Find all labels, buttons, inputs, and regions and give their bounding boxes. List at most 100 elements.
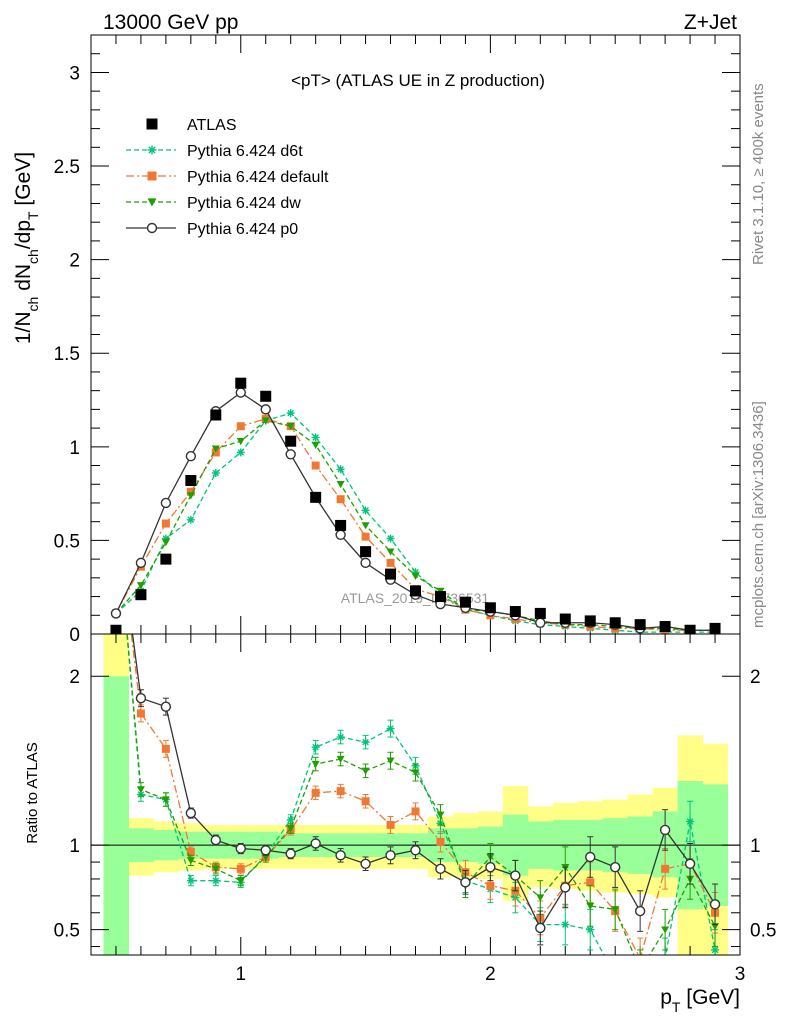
data-point: [110, 624, 122, 634]
ratio-data-point: [160, 701, 172, 712]
ratio-plot-panel: 0.5 0.5 1 1 2 2 1 2 3 Ratio to ATLAS pT [GeV]: [24, 503, 776, 1015]
ratio-data-point: [186, 847, 195, 856]
data-point: [110, 608, 122, 619]
ratio-y-tick-label-right: 0.5: [750, 921, 776, 942]
data-point: [261, 417, 270, 425]
ratio-data-point: [385, 850, 396, 861]
x-tick-label: 1: [235, 964, 246, 985]
header-process-label: Z+Jet: [684, 11, 737, 34]
main-y-tick-label: 0: [69, 625, 80, 646]
ratio-data-point: [436, 811, 445, 819]
mcplots-label: mcplots.cern.ch [arXiv:1306.3436]: [750, 401, 767, 628]
ratio-data-point: [210, 834, 222, 846]
data-point: [659, 621, 671, 633]
ratio-data-point: [709, 899, 721, 910]
data-point: [210, 409, 222, 421]
ratio-data-point: [410, 845, 421, 856]
main-y-tick-label: 0.5: [54, 531, 80, 552]
ratio-data-point: [236, 877, 245, 885]
header-energy-label: 13000 GeV pp: [103, 11, 238, 34]
data-point: [559, 613, 571, 625]
ratio-data-point: [361, 797, 370, 806]
data-point: [335, 519, 347, 531]
data-point: [285, 435, 297, 447]
data-point: [684, 624, 696, 634]
data-point: [360, 546, 372, 558]
ratio-data-point: [611, 906, 620, 914]
data-point: [161, 519, 170, 528]
data-point: [336, 481, 345, 489]
ratio-data-point: [336, 787, 345, 796]
main-y-tick-label: 3: [69, 63, 80, 84]
legend-item-atlas: ATLAS: [146, 117, 237, 134]
main-plot-title: <pT> (ATLAS UE in Z production): [291, 71, 545, 90]
ratio-data-point: [286, 815, 295, 824]
ratio-data-point: [136, 709, 145, 718]
data-point: [484, 602, 496, 614]
data-point: [135, 557, 147, 569]
data-point: [211, 445, 220, 453]
legend-item-pythia-6-424-p0: Pythia 6.424 p0: [126, 221, 298, 238]
ratio-data-point: [236, 864, 245, 873]
data-point: [260, 404, 271, 415]
ratio-data-point: [536, 894, 545, 902]
data-point: [411, 572, 420, 580]
legend-marker: [146, 118, 158, 130]
ratio-data-point: [586, 925, 595, 934]
data-point: [236, 448, 245, 457]
data-point: [459, 596, 471, 608]
x-tick-label: 3: [735, 964, 746, 985]
data-point: [609, 617, 621, 629]
ratio-data-point: [161, 744, 170, 753]
data-point: [186, 487, 195, 496]
data-point: [336, 465, 345, 474]
main-y-tick-label: 1: [69, 438, 80, 459]
data-point: [286, 409, 295, 418]
data-point: [285, 449, 296, 460]
data-point: [235, 377, 247, 389]
ratio-data-point: [111, 503, 120, 512]
legend-label: Pythia 6.424 p0: [187, 221, 298, 238]
ratio-data-point: [361, 738, 370, 747]
data-point: [336, 495, 345, 504]
ratio-data-point: [260, 845, 271, 856]
data-point: [310, 491, 322, 503]
ratio-data-point: [185, 807, 197, 819]
ratio-data-point: [112, 503, 120, 511]
data-point: [186, 492, 195, 500]
ratio-y-tick-label-right: 2: [750, 667, 761, 688]
ratio-data-point: [186, 857, 195, 865]
data-point: [534, 607, 546, 619]
ratio-y-axis-label: Ratio to ATLAS: [24, 742, 41, 843]
data-point: [236, 437, 245, 446]
data-point: [509, 606, 521, 618]
ratio-y-tick-label-right: 1: [750, 836, 761, 857]
ratio-data-point: [586, 878, 595, 887]
ratio-data-point: [235, 843, 246, 854]
ratio-band-total-uncertainty: [103, 634, 729, 955]
data-point: [385, 568, 397, 580]
data-point: [186, 515, 195, 524]
main-y-tick-label: 1.5: [54, 344, 80, 365]
ratio-data-point: [336, 755, 345, 764]
data-point: [386, 534, 395, 543]
series-pythia-6-424-p0: [110, 387, 721, 634]
data-point: [135, 589, 147, 601]
ratio-data-point: [510, 870, 521, 881]
ratio-data-point: [486, 881, 495, 890]
data-point: [709, 622, 721, 634]
ratio-data-point: [112, 503, 120, 511]
ratio-data-point: [661, 926, 670, 934]
legend-item-pythia-6-424-default: Pythia 6.424 default: [126, 169, 329, 186]
ratio-data-point: [460, 877, 471, 888]
x-axis-label: pT [GeV]: [660, 986, 740, 1015]
ratio-data-point: [136, 786, 145, 794]
ratio-data-point: [485, 861, 496, 873]
ratio-data-point: [311, 743, 320, 752]
ratio-data-point: [336, 733, 345, 742]
legend-label: Pythia 6.424 default: [187, 169, 329, 186]
ratio-data-point: [335, 850, 346, 861]
legend-label: Pythia 6.424 dw: [187, 195, 301, 212]
ratio-data-point: [636, 954, 645, 955]
